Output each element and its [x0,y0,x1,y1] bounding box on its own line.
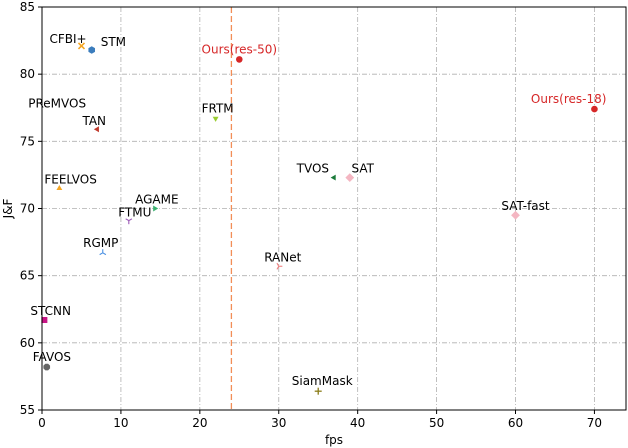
y-tick-label: 60 [20,336,35,350]
data-point [212,116,219,122]
x-tick-label: 20 [192,416,207,430]
y-ticks: 55 60 65 70 75 80 85 [20,0,42,417]
data-point [99,249,107,256]
x-tick-label: 50 [429,416,444,430]
x-tick-label: 10 [113,416,128,430]
x-tick-label: 40 [350,416,365,430]
data-point [125,218,133,225]
point-label: SiamMask [292,374,353,388]
point-label: STM [101,35,126,49]
point-label: RANet [264,250,301,264]
data-point [276,262,283,270]
data-point [88,46,96,54]
data-point [314,387,322,395]
data-point [591,105,598,113]
point-label: FAVOS [33,350,71,364]
point-label: FEELVOS [44,172,97,186]
y-tick-label: 55 [20,403,35,417]
point-label: RGMP [83,236,118,250]
y-axis-label: J&F [1,199,15,220]
point-label: TAN [81,114,106,128]
data-point [345,173,355,182]
x-tick-label: 30 [271,416,286,430]
point-label: STCNN [30,304,71,318]
point-label: FRTM [202,101,234,115]
data-point [93,126,99,133]
grid [42,7,626,410]
point-label: Ours(res-50) [202,42,278,56]
y-tick-label: 75 [20,134,35,148]
x-tick-label: 60 [508,416,523,430]
data-point [77,42,86,50]
data-point [41,316,48,323]
y-tick-label: 70 [20,202,35,216]
x-tick-label: 70 [587,416,602,430]
point-label: Ours(res-18) [531,92,607,106]
point-label: AGAME [135,193,178,207]
data-point [56,184,63,191]
point-label: PReMVOS [28,97,86,111]
y-tick-label: 85 [20,0,35,14]
point-label: CFBI+ [49,32,86,46]
point-label: TVOS [296,162,329,176]
data-point [330,174,336,181]
y-tick-label: 80 [20,67,35,81]
point-label: FTMU [118,206,151,220]
data-point [43,363,51,371]
data-point [511,210,520,220]
x-axis-label: fps [325,433,343,447]
y-tick-label: 65 [20,269,35,283]
x-tick-label: 0 [38,416,46,430]
point-label: SAT [352,162,375,176]
x-ticks: 0 10 20 30 40 50 60 70 [38,410,602,430]
data-point [235,56,243,63]
point-label: SAT-fast [501,199,550,213]
markers [41,42,598,395]
data-point [153,205,159,212]
